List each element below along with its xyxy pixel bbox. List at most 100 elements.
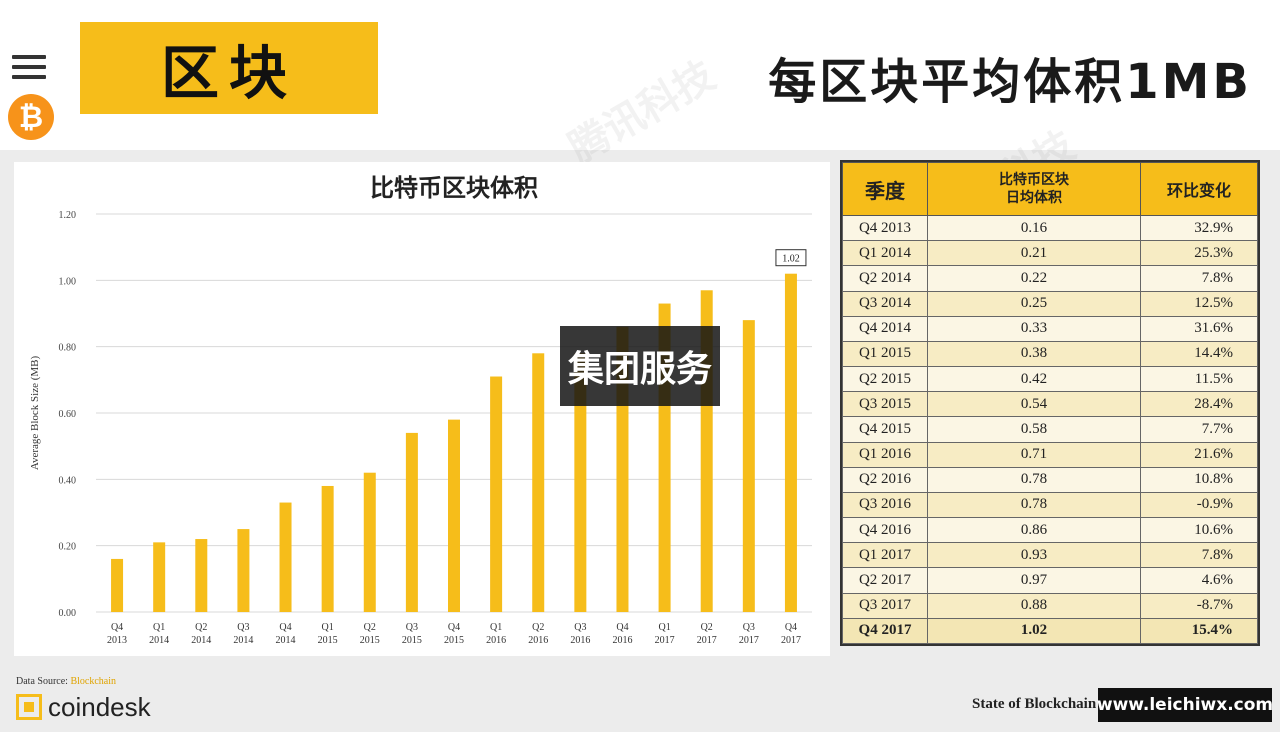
- cell-quarter: Q2 2016: [842, 466, 928, 493]
- header-change: 环比变化: [1140, 162, 1258, 216]
- x-tick-label: Q4: [785, 622, 797, 633]
- cell-change: 12.5%: [1140, 290, 1258, 317]
- x-tick-label: 2017: [655, 635, 675, 646]
- cell-quarter: Q2 2015: [842, 366, 928, 393]
- cell-change: 15.4%: [1140, 617, 1258, 645]
- x-tick-label: 2016: [570, 635, 590, 646]
- x-tick-label: 2015: [318, 635, 338, 646]
- table-row: Q2 2015 0.42 11.5%: [842, 366, 1258, 393]
- x-tick-label: 2017: [739, 635, 759, 646]
- data-label: 1.02: [782, 254, 800, 265]
- x-tick-label: 2016: [612, 635, 632, 646]
- cell-quarter: Q1 2014: [842, 240, 928, 267]
- report-name: State of Blockchain: [972, 696, 1097, 712]
- bar: [195, 539, 208, 612]
- table-row: Q4 2014 0.33 31.6%: [842, 315, 1258, 342]
- x-tick-label: 2014: [233, 635, 253, 646]
- cell-change: 7.8%: [1140, 265, 1258, 292]
- cell-quarter: Q4 2016: [842, 517, 928, 544]
- data-table-panel: 季度 比特币区块 日均体积 环比变化 Q4 2013 0.16 32.9% Q1 20…: [840, 160, 1260, 646]
- bar: [237, 529, 250, 612]
- x-tick-label: Q4: [616, 622, 628, 633]
- x-tick-label: 2016: [528, 635, 548, 646]
- cell-size: 0.93: [927, 542, 1141, 569]
- cell-quarter: Q3 2015: [842, 391, 928, 418]
- cell-change: -0.9%: [1140, 491, 1258, 519]
- x-tick-label: Q3: [237, 622, 249, 633]
- y-axis-label: Average Block Size (MB): [29, 355, 41, 470]
- site-url-badge[interactable]: www.leichiwx.com: [1097, 688, 1273, 722]
- bar: [363, 472, 376, 612]
- table-row: Q3 2015 0.54 28.4%: [842, 391, 1258, 418]
- x-tick-label: Q1: [658, 622, 670, 633]
- chart-panel: 比特币区块体积 0.00 0.20 0.40 0.60 0.80 1.00 1.20 Avera…: [14, 162, 830, 656]
- cell-size: 1.02: [927, 617, 1141, 645]
- cell-size: 0.97: [927, 567, 1141, 594]
- table-row: Q3 2016 0.78 -0.9%: [842, 491, 1258, 519]
- page-title: 每区块平均体积1MB: [768, 54, 1252, 110]
- y-tick-label: 0.20: [59, 542, 77, 553]
- x-tick-label: Q3: [406, 622, 418, 633]
- cell-size: 0.86: [927, 517, 1141, 544]
- cell-quarter: Q3 2016: [842, 491, 928, 519]
- cell-quarter: Q4 2015: [842, 416, 928, 443]
- table-row: Q2 2016 0.78 10.8%: [842, 466, 1258, 493]
- cell-quarter: Q1 2016: [842, 441, 928, 468]
- table-row: Q4 2016 0.86 10.6%: [842, 517, 1258, 544]
- x-tick-label: Q3: [743, 622, 755, 633]
- x-tick-label: 2014: [276, 635, 296, 646]
- coindesk-logo-icon: [16, 694, 42, 720]
- cell-quarter: Q1 2017: [842, 542, 928, 569]
- cell-size: 0.25: [927, 290, 1141, 317]
- x-tick-label: 2017: [781, 635, 801, 646]
- brand-name: coindesk: [48, 691, 151, 722]
- x-tick-label: Q1: [322, 622, 334, 633]
- section-label: 区块: [80, 22, 378, 114]
- x-tick-label: Q2: [532, 622, 544, 633]
- cell-size: 0.88: [927, 592, 1141, 619]
- cell-size: 0.58: [927, 416, 1141, 443]
- table-row: Q1 2017 0.93 7.8%: [842, 542, 1258, 569]
- data-source-label: Data Source:: [16, 676, 68, 687]
- cell-size: 0.16: [927, 214, 1141, 242]
- y-tick-label: 0.40: [59, 475, 77, 486]
- bar: [405, 432, 418, 612]
- bar: [742, 320, 755, 612]
- cell-quarter: Q4 2017: [842, 617, 928, 645]
- cell-change: 14.4%: [1140, 340, 1258, 368]
- x-tick-label: 2016: [486, 635, 506, 646]
- x-tick-label: Q2: [701, 622, 713, 633]
- x-tick-label: Q2: [195, 622, 207, 633]
- table-header-row: 季度 比特币区块 日均体积 环比变化: [842, 162, 1258, 216]
- bar: [279, 502, 292, 612]
- table-row: Q1 2015 0.38 14.4%: [842, 340, 1258, 368]
- bar: [784, 273, 797, 612]
- cell-quarter: Q2 2017: [842, 567, 928, 594]
- x-tick-label: Q3: [574, 622, 586, 633]
- data-source-link[interactable]: Blockchain: [70, 676, 116, 687]
- bitcoin-icon: ₿: [8, 94, 54, 140]
- cell-size: 0.22: [927, 265, 1141, 292]
- x-tick-label: 2015: [444, 635, 464, 646]
- x-tick-label: 2014: [149, 635, 169, 646]
- bar: [490, 376, 503, 612]
- data-table: 季度 比特币区块 日均体积 环比变化 Q4 2013 0.16 32.9% Q1 20…: [842, 162, 1258, 645]
- data-source: Data Source: Blockchain: [16, 676, 116, 687]
- cell-size: 0.78: [927, 491, 1141, 519]
- coindesk-brand: coindesk: [16, 692, 151, 722]
- x-tick-label: Q4: [111, 622, 123, 633]
- header-block-size: 比特币区块 日均体积: [927, 162, 1141, 216]
- cell-change: 31.6%: [1140, 315, 1258, 342]
- bar: [448, 419, 460, 612]
- cell-size: 0.42: [927, 366, 1141, 393]
- cell-quarter: Q1 2015: [842, 340, 928, 368]
- hamburger-menu-icon[interactable]: [12, 55, 46, 85]
- y-tick-label: 0.60: [59, 409, 77, 420]
- table-row: Q4 2017 1.02 15.4%: [842, 617, 1258, 645]
- table-row: Q4 2015 0.58 7.7%: [842, 416, 1258, 443]
- cell-change: 32.9%: [1140, 214, 1258, 242]
- x-tick-label: 2014: [191, 635, 211, 646]
- y-tick-label: 0.80: [59, 343, 77, 354]
- cell-size: 0.33: [927, 315, 1141, 342]
- cell-size: 0.54: [927, 391, 1141, 418]
